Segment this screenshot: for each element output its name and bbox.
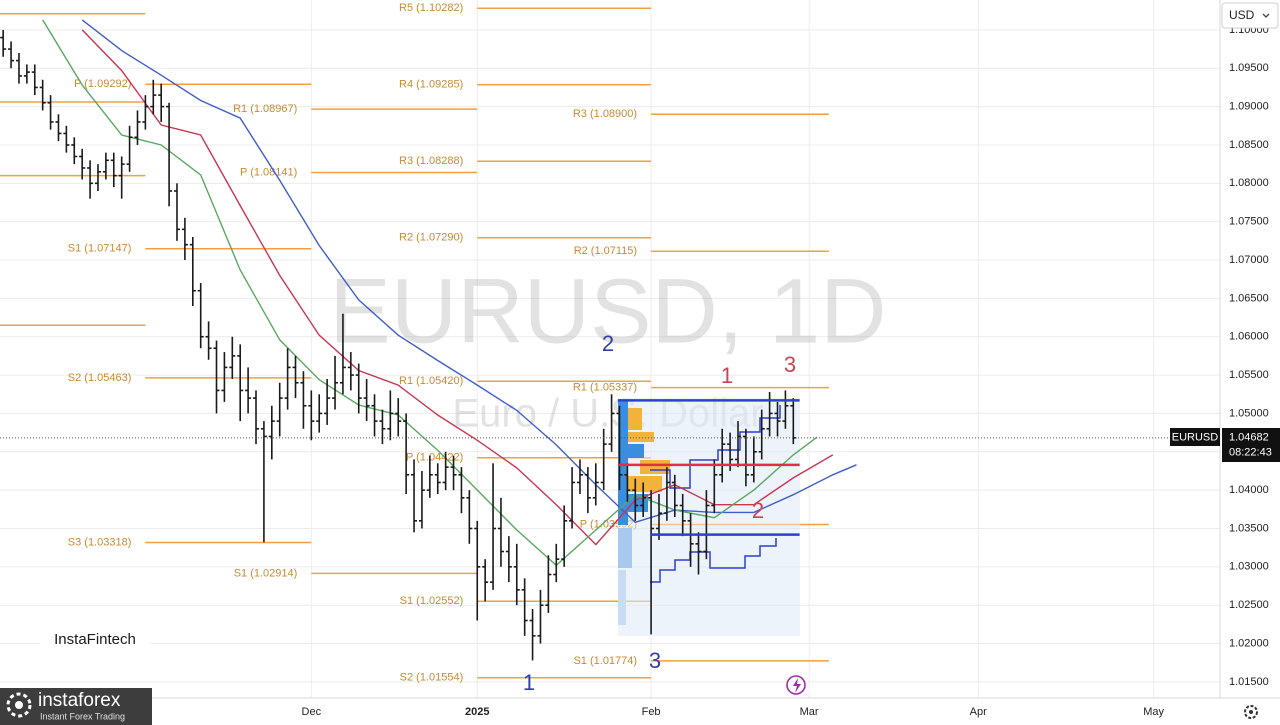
profile-bar [618, 400, 628, 525]
currency-selector[interactable]: USD [1221, 2, 1279, 29]
pivot-label: R1 (1.05337) [573, 381, 637, 393]
wave-labels: 1 2 3 1 2 3 [523, 331, 796, 695]
moving-average [42, 19, 818, 567]
lightning-icon [793, 678, 801, 693]
chevron [1262, 13, 1270, 18]
pivots: P (1.09292) S1 (1.07147) S2 (1.05463) S3 (1… [0, 2, 829, 684]
instafintech-widget: InstaFintech [40, 606, 150, 660]
pivot-label: S1 (1.07147) [68, 243, 132, 255]
wave-label: 1 [523, 670, 535, 695]
widget-box [40, 606, 150, 660]
watermark-title: EURUSD, 1D [329, 260, 886, 362]
gear-icon[interactable] [1244, 705, 1258, 719]
gear-core [1249, 710, 1253, 714]
wave-label: 1 [721, 363, 733, 388]
price-tag-value: 1.04682 [1229, 431, 1269, 443]
y-tick-label: 1.06500 [1229, 292, 1269, 304]
pivot-label: S1 (1.01774) [573, 655, 637, 667]
y-tick-label: 1.05500 [1229, 369, 1269, 381]
wave-label: 3 [784, 352, 796, 377]
x-tick-label: Dec [302, 706, 322, 718]
level-lines [0, 399, 1220, 536]
last-price: EURUSD 1.04682 08:22:43 [1170, 428, 1280, 462]
y-tick-label: 1.09000 [1229, 101, 1269, 113]
y-tick-label: 1.04000 [1229, 484, 1269, 496]
profile-bar [618, 528, 632, 568]
pivot-label: P (1.08141) [240, 166, 297, 178]
y-tick-label: 1.06000 [1229, 331, 1269, 343]
profile-bar [628, 476, 662, 492]
price-bars [0, 29, 797, 661]
wave-label: 3 [649, 648, 661, 673]
pivot-label: R4 (1.09285) [399, 79, 463, 91]
x-tick-label: Mar [800, 706, 819, 718]
pivot-label: P (1.09292) [74, 78, 131, 90]
logo-icon-core [15, 701, 23, 709]
lightning-button[interactable] [786, 675, 806, 695]
profile-step-line [650, 538, 777, 583]
x-tick-label: May [1143, 706, 1164, 718]
y-tick-label: 1.02500 [1229, 599, 1269, 611]
profile-bar [640, 460, 670, 474]
pivot-label: S2 (1.01554) [400, 672, 464, 684]
y-tick-label: 1.01500 [1229, 676, 1269, 688]
profile-bar [628, 432, 654, 442]
pivot-label: R3 (1.08288) [399, 155, 463, 167]
logo-tagline: Instant Forex Trading [40, 711, 125, 721]
axis-labels: 1.01500 1.02000 1.02500 1.03000 1.03500 1.040… [302, 24, 1269, 718]
y-tick-label: 1.07000 [1229, 254, 1269, 266]
x-tick-label: 2025 [465, 706, 489, 718]
wave-label: 2 [752, 498, 764, 523]
pivot-label: R1 (1.08967) [233, 103, 297, 115]
pivot-label: S1 (1.02552) [400, 595, 464, 607]
moving-average [81, 29, 834, 546]
currency-label: USD [1229, 8, 1255, 22]
profile-step-line [650, 405, 781, 489]
y-tick-label: 1.10000 [1229, 24, 1269, 36]
pivot-label: R2 (1.07290) [399, 232, 463, 244]
y-tick-label: 1.07500 [1229, 216, 1269, 228]
logo-text: instaforex [38, 690, 121, 711]
pivot-label: R5 (1.10282) [399, 2, 463, 14]
y-tick-label: 1.03000 [1229, 561, 1269, 573]
profile-bar [618, 570, 626, 625]
price-tag [1222, 428, 1280, 462]
wave-label: 2 [602, 331, 614, 356]
price-axis [1220, 0, 1280, 725]
y-tick-label: 1.05000 [1229, 407, 1269, 419]
y-tick-label: 1.02000 [1229, 637, 1269, 649]
logo-box [0, 688, 152, 725]
logo-icon [6, 692, 32, 718]
pivot-label: S2 (1.05463) [68, 372, 132, 384]
x-tick-label: Feb [642, 706, 661, 718]
y-tick-label: 1.08000 [1229, 177, 1269, 189]
pivot-label: R3 (1.08900) [573, 108, 637, 120]
watermark: EURUSD, 1D Euro / U.S. Dollar [329, 260, 886, 435]
instaforex-logo: instaforex Instant Forex Trading [0, 688, 152, 725]
profile-bar [628, 444, 644, 458]
y-tick-label: 1.03500 [1229, 522, 1269, 534]
moving-average [81, 19, 857, 524]
pivot-label: S3 (1.03318) [68, 536, 132, 548]
profile-bar [628, 408, 642, 430]
moving-averages [42, 19, 857, 567]
lightning-circle[interactable] [786, 675, 806, 695]
y-tick-label: 1.08500 [1229, 139, 1269, 151]
symbol-tag [1170, 428, 1220, 446]
price-tag-countdown: 08:22:43 [1229, 446, 1272, 458]
settings-button[interactable] [1244, 705, 1258, 719]
y-tick-label: 1.09500 [1229, 62, 1269, 74]
currency-button[interactable] [1221, 2, 1279, 29]
pivot-label: R1 (1.05420) [399, 375, 463, 387]
x-tick-label: Apr [970, 706, 987, 718]
widget-label: InstaFintech [54, 631, 136, 648]
pivot-label: R2 (1.07115) [574, 245, 637, 257]
symbol-tag-text: EURUSD [1172, 431, 1219, 443]
pivot-label: S1 (1.02914) [234, 567, 298, 579]
time-axis [0, 698, 1280, 725]
